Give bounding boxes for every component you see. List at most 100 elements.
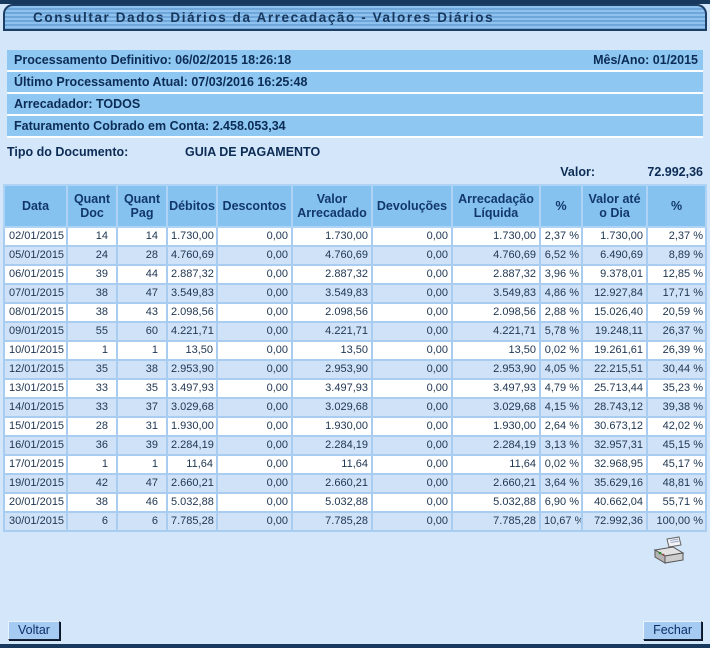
- table-cell: 19.261,61: [581, 340, 648, 361]
- printer-icon[interactable]: [652, 536, 686, 566]
- table-cell: 0,00: [216, 473, 293, 494]
- table-cell: 0,00: [371, 321, 453, 342]
- table-row: 20/01/2015 38 46 5.032,88 0,00 5.032,88 0,00 5.…: [3, 492, 707, 513]
- table-cell: 0,00: [371, 264, 453, 285]
- table-row: 12/01/2015 35 38 2.953,90 0,00 2.953,90 0,00 2.…: [3, 359, 707, 380]
- table-cell: 07/01/2015: [3, 283, 68, 304]
- table-cell: 28: [116, 245, 168, 266]
- table-cell: 14/01/2015: [3, 397, 68, 418]
- table-cell: 2.098,56: [291, 302, 373, 323]
- table-cell: 31: [116, 416, 168, 437]
- table-cell: 1: [116, 454, 168, 475]
- table-cell: 33: [66, 397, 118, 418]
- table-cell: 15.026,40: [581, 302, 648, 323]
- table-cell: 13,50: [166, 340, 218, 361]
- table-cell: 02/01/2015: [3, 226, 68, 247]
- table-cell: 30.673,12: [581, 416, 648, 437]
- table-cell: 0,00: [216, 245, 293, 266]
- table-cell: 39: [66, 264, 118, 285]
- table-cell: 5,78 %: [539, 321, 583, 342]
- table-row: 16/01/2015 36 39 2.284,19 0,00 2.284,19 0,00 2.…: [3, 435, 707, 456]
- table-cell: 15/01/2015: [3, 416, 68, 437]
- table-cell: 20/01/2015: [3, 492, 68, 513]
- table-cell: 4,79 %: [539, 378, 583, 399]
- table-cell: 45,15 %: [646, 435, 707, 456]
- table-cell: 6,90 %: [539, 492, 583, 513]
- table-cell: 60: [116, 321, 168, 342]
- table-cell: 0,00: [371, 397, 453, 418]
- table-cell: 0,00: [216, 454, 293, 475]
- table-cell: 7.785,28: [166, 511, 218, 532]
- table-cell: 40.662,04: [581, 492, 648, 513]
- table-cell: 35.629,16: [581, 473, 648, 494]
- table-cell: 5.032,88: [451, 492, 541, 513]
- mes-ano-text: Mês/Ano: 01/2015: [593, 53, 698, 67]
- table-cell: 26,37 %: [646, 321, 707, 342]
- table-cell: 26,39 %: [646, 340, 707, 361]
- table-cell: 100,00 %: [646, 511, 707, 532]
- table-row: 17/01/2015 1 1 11,64 0,00 11,64 0,00 11,64 0,02 …: [3, 454, 707, 475]
- table-cell: 0,00: [371, 283, 453, 304]
- table-cell: 0,00: [371, 378, 453, 399]
- table-cell: 06/01/2015: [3, 264, 68, 285]
- daily-table-body: 02/01/2015 14 14 1.730,00 0,00 1.730,00 0,00 1.…: [3, 226, 707, 532]
- table-cell: 20,59 %: [646, 302, 707, 323]
- table-cell: 3.497,93: [451, 378, 541, 399]
- table-cell: 35: [66, 359, 118, 380]
- table-cell: 24: [66, 245, 118, 266]
- table-cell: 33: [66, 378, 118, 399]
- table-cell: 0,00: [216, 378, 293, 399]
- table-row: 14/01/2015 33 37 3.029,68 0,00 3.029,68 0,00 3.…: [3, 397, 707, 418]
- table-cell: 2.284,19: [166, 435, 218, 456]
- table-cell: 37: [116, 397, 168, 418]
- table-cell: 46: [116, 492, 168, 513]
- table-cell: 8,89 %: [646, 245, 707, 266]
- table-cell: 2.284,19: [291, 435, 373, 456]
- table-cell: 42: [66, 473, 118, 494]
- printer-row: [0, 532, 710, 566]
- table-cell: 11,64: [291, 454, 373, 475]
- table-cell: 12.927,84: [581, 283, 648, 304]
- table-cell: 28.743,12: [581, 397, 648, 418]
- fechar-button[interactable]: Fechar: [643, 621, 702, 640]
- table-cell: 0,00: [216, 511, 293, 532]
- col-header-devolucoes: Devoluções: [371, 184, 453, 228]
- table-row: 07/01/2015 38 47 3.549,83 0,00 3.549,83 0,00 3.…: [3, 283, 707, 304]
- table-cell: 2.284,19: [451, 435, 541, 456]
- table-cell: 0,00: [216, 321, 293, 342]
- table-cell: 48,81 %: [646, 473, 707, 494]
- table-cell: 0,00: [216, 435, 293, 456]
- table-cell: 0,00: [216, 302, 293, 323]
- table-cell: 0,02 %: [539, 340, 583, 361]
- table-cell: 3.497,93: [291, 378, 373, 399]
- table-cell: 2.660,21: [166, 473, 218, 494]
- table-cell: 47: [116, 473, 168, 494]
- table-cell: 35: [116, 378, 168, 399]
- table-cell: 13,50: [451, 340, 541, 361]
- table-cell: 10,67 %: [539, 511, 583, 532]
- table-cell: 0,02 %: [539, 454, 583, 475]
- col-header-valor-arrecadado: Valor Arrecadado: [291, 184, 373, 228]
- table-cell: 12/01/2015: [3, 359, 68, 380]
- table-cell: 47: [116, 283, 168, 304]
- table-cell: 11,64: [451, 454, 541, 475]
- table-cell: 14: [66, 226, 118, 247]
- top-border-bar: [0, 0, 710, 4]
- table-cell: 19/01/2015: [3, 473, 68, 494]
- table-cell: 17/01/2015: [3, 454, 68, 475]
- table-row: 05/01/2015 24 28 4.760,69 0,00 4.760,69 0,00 4.…: [3, 245, 707, 266]
- table-cell: 0,00: [216, 264, 293, 285]
- table-cell: 3.029,68: [166, 397, 218, 418]
- table-cell: 6.490,69: [581, 245, 648, 266]
- voltar-button[interactable]: Voltar: [8, 621, 60, 640]
- table-cell: 3.549,83: [451, 283, 541, 304]
- table-cell: 5.032,88: [166, 492, 218, 513]
- table-cell: 36: [66, 435, 118, 456]
- col-header-arrecadacao-liquida: Arrecadação Líquida: [451, 184, 541, 228]
- table-cell: 2.953,90: [166, 359, 218, 380]
- table-cell: 30/01/2015: [3, 511, 68, 532]
- table-cell: 3,96 %: [539, 264, 583, 285]
- valor-value: 72.992,36: [647, 165, 703, 179]
- table-cell: 43: [116, 302, 168, 323]
- table-cell: 4.760,69: [166, 245, 218, 266]
